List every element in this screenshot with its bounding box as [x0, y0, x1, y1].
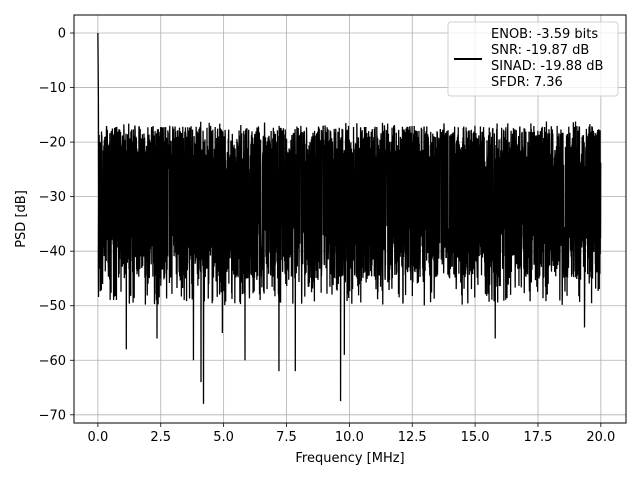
x-axis: 0.0 2.5 5.0 7.5 10.0 12.5 15.0 17.5 20.0 [88, 423, 615, 445]
legend-box [447, 21, 619, 97]
series-layer [97, 32, 602, 404]
legend-entry: SNR: -19.87 dB [491, 43, 589, 58]
legend-entry: ENOB: -3.59 bits [491, 27, 598, 42]
y-tick-label: −60 [39, 354, 66, 369]
y-tick-label: −70 [39, 408, 66, 423]
plot-frame [73, 14, 627, 424]
legend-entry: SFDR: 7.36 [491, 75, 563, 90]
x-axis-label: Frequency [MHz] [295, 451, 404, 466]
y-tick-label: −40 [39, 245, 66, 260]
y-tick-label: −50 [39, 299, 66, 314]
x-tick-label: 2.5 [150, 430, 171, 445]
legend-entry: SINAD: -19.88 dB [491, 59, 603, 74]
x-tick-label: 20.0 [586, 430, 615, 445]
x-tick-label: 5.0 [213, 430, 234, 445]
y-tick-label: 0 [58, 27, 66, 42]
y-axis-label: PSD [dB] [14, 190, 29, 248]
x-tick-label: 10.0 [335, 430, 364, 445]
x-tick-label: 12.5 [398, 430, 427, 445]
psd-series-line [97, 32, 602, 404]
y-tick-label: −10 [39, 81, 66, 96]
x-tick-label: 15.0 [461, 430, 490, 445]
y-axis: 0 −10 −20 −30 −40 −50 −60 −70 [39, 27, 74, 423]
y-tick-label: −30 [39, 190, 66, 205]
x-tick-label: 0.0 [88, 430, 109, 445]
x-tick-label: 17.5 [524, 430, 553, 445]
y-tick-label: −20 [39, 136, 66, 151]
x-tick-label: 7.5 [276, 430, 297, 445]
